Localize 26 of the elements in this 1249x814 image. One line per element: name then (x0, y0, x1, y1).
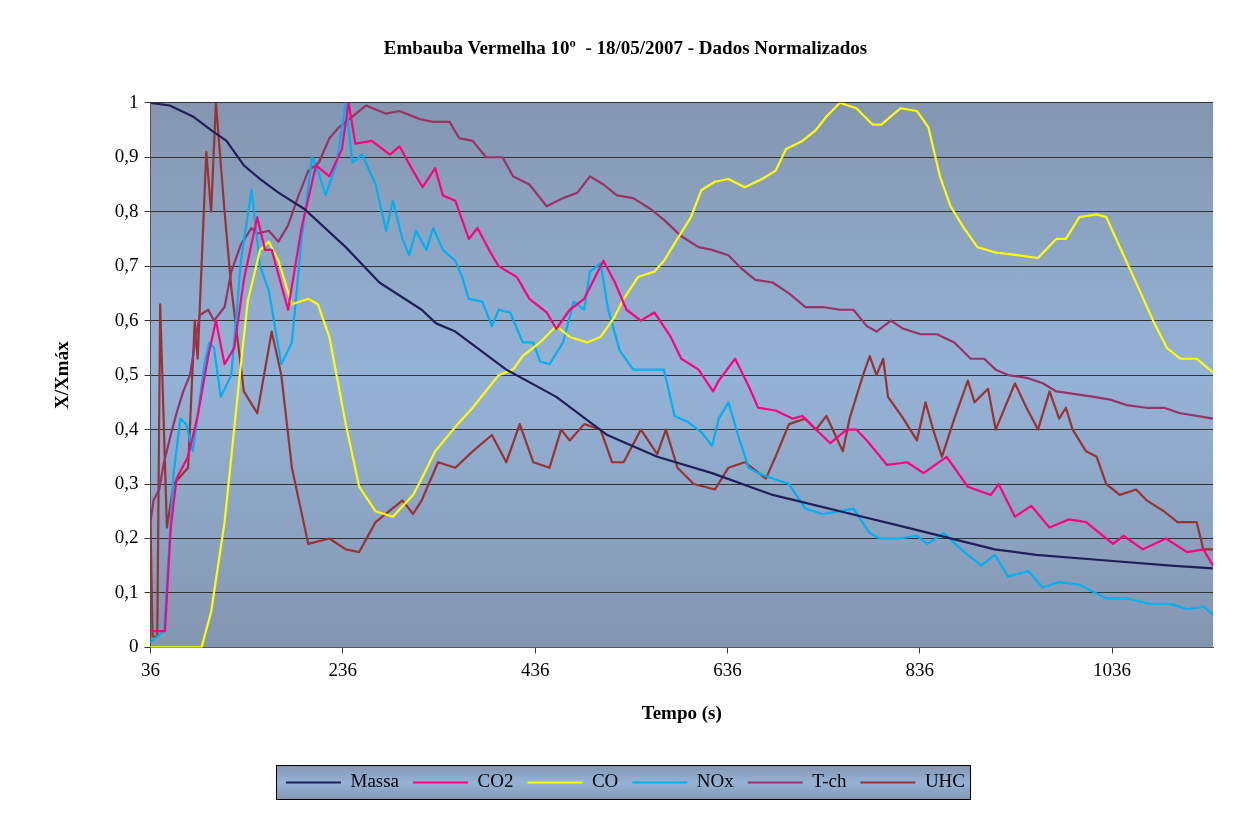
x-tick-label: 436 (520, 658, 550, 680)
legend-label: T-ch (812, 770, 847, 792)
y-tick-label: 0,6 (114, 308, 139, 330)
x-tick-label: 236 (328, 658, 358, 680)
legend-label: NOx (696, 770, 735, 792)
y-tick-label: 0 (129, 635, 139, 657)
chart-title: Embauba Vermelha 10º - 18/05/2007 - Dados Normalizados (383, 37, 868, 59)
y-tick-label: 0,4 (114, 417, 140, 439)
x-tick-label: 1036 (1093, 658, 1132, 680)
legend-label: CO (591, 770, 619, 792)
x-tick-label: 836 (905, 658, 934, 680)
y-tick-label: 0,9 (114, 145, 139, 167)
y-tick-label: 0,7 (114, 254, 139, 276)
y-tick-label: 0,1 (114, 580, 139, 602)
y-tick-label: 0,2 (114, 526, 139, 548)
y-tick-label: 0,8 (114, 199, 139, 221)
y-axis-title: X/Xmáx (51, 340, 73, 409)
y-tick-label: 0,5 (114, 363, 139, 385)
x-axis-title: Tempo (s) (641, 701, 722, 724)
y-tick-label: 0,3 (114, 472, 139, 493)
legend-label: Massa (350, 770, 400, 792)
y-tick-label: 1 (129, 90, 139, 112)
legend-label: UHC (924, 770, 966, 792)
legend-label: CO2 (477, 770, 514, 792)
x-tick-label: 636 (713, 658, 742, 680)
x-tick-label: 36 (141, 658, 161, 680)
